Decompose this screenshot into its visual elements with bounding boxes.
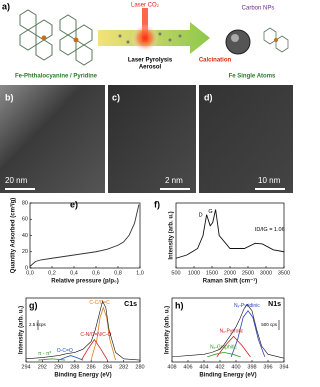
x-tick-label: 0,8 xyxy=(114,270,122,276)
x-tick-label: 290 xyxy=(54,364,63,370)
y-axis-label: Intensity (arb. u.) xyxy=(165,306,171,354)
peak-label: Nₓ-Graphitic xyxy=(210,345,237,351)
carbon-label: Carbon NPs xyxy=(242,6,275,12)
envelope-line xyxy=(25,300,141,361)
scale-bar-label: 20 nm xyxy=(5,176,28,185)
tem-image xyxy=(199,85,293,193)
x-tick-label: 280 xyxy=(135,364,144,370)
x-tick-label: 2500 xyxy=(242,270,254,276)
tem-image xyxy=(108,85,196,193)
x-tick-label: 288 xyxy=(70,364,79,370)
spectrum-title: N1s xyxy=(268,301,281,308)
x-tick-label: 408 xyxy=(167,364,176,370)
y-tick-label: 80 xyxy=(22,200,28,206)
data-line xyxy=(175,209,285,259)
laser-label: Laser CO₂ xyxy=(131,3,160,9)
x-tick-label: 0,4 xyxy=(70,270,78,276)
x-tick-label: 292 xyxy=(38,364,47,370)
panel-label: b) xyxy=(5,92,14,102)
x-axis-label: Binding Energy (eV) xyxy=(199,373,256,379)
fe-atom xyxy=(41,35,47,41)
y-axis-label: Quantity Adsorbed (cm³/g) xyxy=(10,198,17,273)
peak-label: O-C=O xyxy=(57,348,73,354)
component-peak xyxy=(90,306,116,361)
plot-frame xyxy=(175,202,285,269)
aerosol-label: Laser Pyrolysis xyxy=(128,58,173,64)
calcination-label: Calcination xyxy=(199,58,232,64)
x-tick-label: 404 xyxy=(199,364,208,370)
component-peak xyxy=(207,351,241,358)
product-label: Fe Single Atoms xyxy=(229,74,276,80)
plot-frame xyxy=(171,297,285,363)
figure: a) Laser CO₂ Carbon NPs Laser Pyrolysis … xyxy=(0,1,293,379)
peak-label: Nₓ-Pyrrolic xyxy=(220,329,244,335)
x-tick-label: 406 xyxy=(183,364,192,370)
x-tick-label: 1,0 xyxy=(136,270,144,276)
x-tick-label: 394 xyxy=(279,364,288,370)
peak-label: Nₓ-Pyridinic xyxy=(234,303,260,309)
x-tick-label: 284 xyxy=(103,364,112,370)
x-axis-label: Raman Shift (cm⁻¹) xyxy=(203,278,258,285)
spectrum-title: C1s xyxy=(124,301,137,308)
panel-label: f) xyxy=(154,199,160,209)
tem-image xyxy=(0,85,105,193)
x-tick-label: 3000 xyxy=(260,270,272,276)
x-tick-label: 0,0 xyxy=(26,270,34,276)
y-axis-label: Intensity (arb. u.) xyxy=(19,306,25,354)
scheme xyxy=(19,8,289,66)
peak-label: C-N/C=N/C-O xyxy=(80,332,111,338)
x-tick-label: 0,2 xyxy=(48,270,56,276)
precursor-label: Fe-Phthalocyanine / Pyridine xyxy=(15,74,98,80)
panel-label: a) xyxy=(2,1,10,11)
scale-bar-label: 2 nm xyxy=(165,176,183,185)
y-tick-label: 60 xyxy=(22,217,28,223)
x-tick-label: 2000 xyxy=(224,270,236,276)
x-tick-label: 500 xyxy=(171,270,180,276)
data-line xyxy=(29,204,140,267)
y-tick-label: 0 xyxy=(25,265,28,271)
catalyst-particle xyxy=(225,29,251,55)
x-tick-label: 402 xyxy=(215,364,224,370)
y-tick-label: 20 xyxy=(22,249,28,255)
x-tick-label: 294 xyxy=(21,364,30,370)
annotation: ID/IG = 1.06 xyxy=(255,227,285,233)
component-peak xyxy=(38,358,66,361)
component-peak xyxy=(58,355,84,361)
plot-frame xyxy=(29,202,141,269)
x-tick-label: 1500 xyxy=(206,270,218,276)
y-tick-label: 40 xyxy=(22,233,28,239)
panel-label: d) xyxy=(204,92,213,102)
annotation: D xyxy=(199,212,203,218)
peak-label: π - π* xyxy=(38,351,51,357)
aerosol-label: Aerosol xyxy=(139,65,162,71)
x-axis-label: Relative pressure (p/p₀) xyxy=(51,279,118,285)
x-axis-label: Binding Energy (eV) xyxy=(54,373,111,379)
fe-atom xyxy=(73,37,79,43)
x-tick-label: 396 xyxy=(263,364,272,370)
component-peak xyxy=(216,335,251,358)
x-tick-label: 286 xyxy=(87,364,96,370)
panel-label: e) xyxy=(70,199,78,209)
panel-label: c) xyxy=(112,92,120,102)
scale-label: 500 cps xyxy=(261,322,278,327)
panel-label: g) xyxy=(29,300,38,310)
x-tick-label: 398 xyxy=(247,364,256,370)
component-peak xyxy=(230,310,266,358)
y-axis-label: Intensity (arb. u.) xyxy=(169,211,175,259)
x-tick-label: 282 xyxy=(119,364,128,370)
scale-bar-label: 10 nm xyxy=(258,176,281,185)
x-tick-label: 3500 xyxy=(278,270,290,276)
laser-glow xyxy=(131,24,159,52)
component-peak xyxy=(81,338,108,361)
x-tick-label: 1000 xyxy=(188,270,200,276)
scale-label: 2.5 kcps xyxy=(29,322,47,327)
x-tick-label: 0,6 xyxy=(92,270,100,276)
panel-label: h) xyxy=(175,300,184,310)
annotation: G xyxy=(208,209,212,215)
envelope-line xyxy=(171,303,285,359)
plot-frame xyxy=(25,297,141,363)
x-tick-label: 400 xyxy=(231,364,240,370)
peak-label: C-C/C=C xyxy=(89,300,110,306)
